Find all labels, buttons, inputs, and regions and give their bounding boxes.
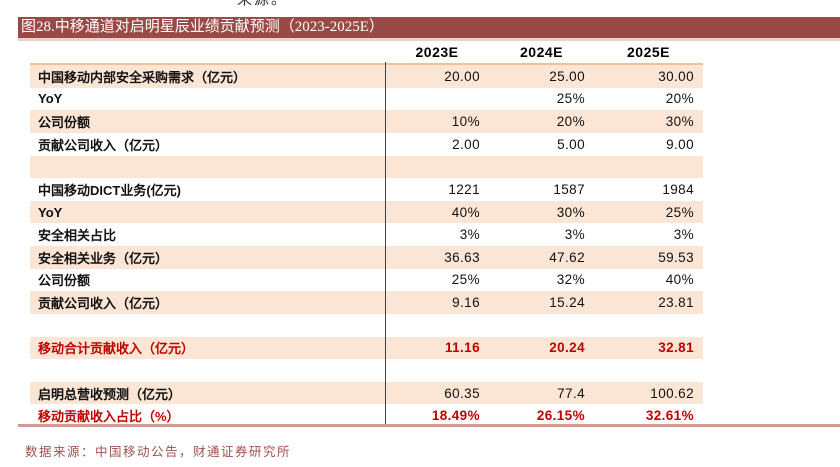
cell-value-2025e: 9.00 (666, 136, 694, 152)
cell-value-2024e: 30% (556, 204, 585, 220)
cell-value-2025e: 40% (665, 272, 694, 288)
row-label: 启明总营收预测（亿元） (38, 386, 182, 402)
table-row: 安全相关业务（亿元） 36.63 47.62 59.53 (30, 246, 703, 269)
row-label: 中国移动内部安全采购需求（亿元） (38, 69, 247, 85)
cell-value-2023e: 25% (451, 272, 480, 288)
cell-value-2023e: 18.49% (431, 408, 480, 424)
table-row: 中国移动内部安全采购需求（亿元） 20.00 25.00 30.00 (30, 65, 703, 88)
cell-value-2023e: 10% (451, 114, 480, 130)
table-row: 安全相关占比 3% 3% 3% (30, 223, 703, 246)
table-row (30, 359, 703, 382)
cell-value-2024e: 3% (564, 227, 585, 243)
cell-value-2025e: 30% (665, 114, 694, 130)
table-row: 公司份额 25% 32% 40% (30, 269, 703, 292)
cropped-text-above-figure: 来源。 (237, 0, 289, 8)
column-divider-line (385, 62, 386, 425)
table-row: 移动贡献收入占比（%） 18.49% 26.15% 32.61% (30, 404, 703, 427)
cell-value-2025e: 30.00 (658, 68, 694, 84)
table-bottom-border (18, 424, 840, 427)
cell-value-2024e: 1587 (553, 181, 585, 197)
cell-value-2023e: 60.35 (444, 385, 480, 401)
cell-value-2024e: 77.4 (557, 385, 585, 401)
cell-value-2025e: 25% (665, 204, 694, 220)
row-label: 贡献公司收入（亿元） (38, 296, 169, 312)
table-row: 贡献公司收入（亿元） 9.16 15.24 23.81 (30, 291, 703, 314)
cell-value-2024e: 20% (556, 114, 585, 130)
row-label: 安全相关占比 (38, 228, 117, 244)
cell-value-2023e: 3% (459, 227, 480, 243)
row-label: YoY (38, 204, 63, 220)
cell-value-2025e: 20% (665, 91, 694, 107)
row-label: YoY (38, 91, 63, 107)
table-row (30, 155, 703, 179)
row-label: 公司份额 (38, 115, 91, 131)
cell-value-2024e: 26.15% (536, 408, 585, 424)
cell-value-2025e: 1984 (662, 181, 694, 197)
cell-value-2023e: 1221 (448, 181, 480, 197)
cell-value-2024e: 5.00 (557, 136, 585, 152)
cell-value-2025e: 32.61% (645, 408, 694, 424)
cell-value-2024e: 32% (556, 272, 585, 288)
cell-value-2023e: 36.63 (444, 249, 480, 265)
table-row: 中国移动DICT业务(亿元) 1221 1587 1984 (30, 178, 703, 201)
cell-value-2023e: 11.16 (444, 340, 480, 356)
row-label: 公司份额 (38, 273, 91, 289)
table-row: YoY 25% 20% (30, 88, 703, 111)
source-note: 数据来源：中国移动公告，财通证券研究所 (25, 445, 292, 459)
column-header-2025e: 2025E (627, 44, 670, 60)
table-row: 公司份额 10% 20% 30% (30, 110, 703, 133)
cell-value-2024e: 25.00 (549, 68, 585, 84)
cell-value-2025e: 32.81 (658, 340, 694, 356)
row-label: 贡献公司收入（亿元） (38, 137, 169, 153)
column-header-2024e: 2024E (520, 44, 563, 60)
table-row: 移动合计贡献收入（亿元） 11.16 20.24 32.81 (30, 336, 703, 360)
cell-value-2023e: 9.16 (452, 295, 480, 311)
row-label: 移动贡献收入占比（%） (38, 409, 180, 425)
cell-value-2025e: 59.53 (658, 249, 694, 265)
table-body: 中国移动内部安全采购需求（亿元） 20.00 25.00 30.00 YoY 2… (30, 63, 703, 427)
cell-value-2024e: 25% (556, 91, 585, 107)
table-row: YoY 40% 30% 25% (30, 200, 703, 224)
cell-value-2025e: 3% (673, 227, 694, 243)
row-label: 移动合计贡献收入（亿元） (38, 341, 195, 357)
table-header-row: 2023E 2024E 2025E (30, 41, 703, 63)
table-row: 启明总营收预测（亿元） 60.35 77.4 100.62 (30, 381, 703, 405)
column-header-2023e: 2023E (415, 44, 459, 60)
row-label: 安全相关业务（亿元） (38, 250, 169, 266)
figure-title-bar: 图28.中移通道对启明星辰业绩贡献预测（2023-2025E） (18, 17, 840, 41)
cell-value-2023e: 2.00 (452, 136, 480, 152)
cell-value-2024e: 15.24 (549, 295, 585, 311)
cell-value-2024e: 47.62 (549, 249, 585, 265)
figure-title: 图28.中移通道对启明星辰业绩贡献预测（2023-2025E） (21, 19, 384, 35)
table-row: 贡献公司收入（亿元） 2.00 5.00 9.00 (30, 133, 703, 156)
cell-value-2024e: 20.24 (549, 340, 585, 356)
cell-value-2023e: 40% (451, 204, 480, 220)
row-label: 中国移动DICT业务(亿元) (38, 182, 181, 198)
cell-value-2025e: 100.62 (650, 385, 694, 401)
table-row (30, 314, 703, 337)
cell-value-2025e: 23.81 (658, 295, 694, 311)
cell-value-2023e: 20.00 (444, 68, 480, 84)
